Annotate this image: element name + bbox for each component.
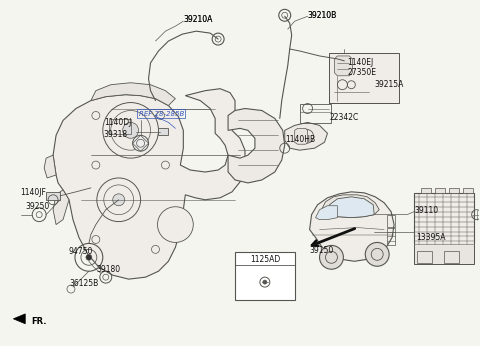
Text: 94750: 94750 xyxy=(69,247,94,256)
Polygon shape xyxy=(310,192,394,261)
Bar xyxy=(235,252,295,300)
Bar xyxy=(109,119,131,134)
Circle shape xyxy=(123,122,139,138)
Bar xyxy=(329,53,399,102)
Polygon shape xyxy=(327,197,374,218)
Bar xyxy=(387,215,395,227)
Circle shape xyxy=(103,102,158,158)
Bar xyxy=(421,188,431,193)
Text: 39210B: 39210B xyxy=(308,11,337,20)
Text: 13395A: 13395A xyxy=(416,233,445,242)
Text: 39250: 39250 xyxy=(25,202,49,211)
Circle shape xyxy=(113,194,125,206)
Polygon shape xyxy=(315,206,337,220)
Polygon shape xyxy=(414,244,474,264)
Text: 1140HB: 1140HB xyxy=(285,135,315,144)
Text: 39180: 39180 xyxy=(97,265,121,274)
Text: 39150: 39150 xyxy=(310,246,334,255)
Polygon shape xyxy=(53,190,69,225)
Text: 1140EJ: 1140EJ xyxy=(348,58,373,67)
Bar xyxy=(463,188,473,193)
Text: 39318: 39318 xyxy=(104,130,128,139)
Text: 27350E: 27350E xyxy=(348,68,376,77)
Polygon shape xyxy=(91,83,175,106)
Text: FR.: FR. xyxy=(31,317,47,326)
Text: 39210B: 39210B xyxy=(308,11,337,20)
Bar xyxy=(414,193,474,244)
Bar xyxy=(435,188,445,193)
Circle shape xyxy=(86,254,92,260)
Text: 39215A: 39215A xyxy=(374,80,404,89)
Circle shape xyxy=(132,135,148,151)
Text: 39210A: 39210A xyxy=(183,15,213,24)
Polygon shape xyxy=(322,195,379,218)
Text: 1140JF: 1140JF xyxy=(20,188,46,197)
Bar xyxy=(300,103,332,124)
Bar xyxy=(444,251,459,263)
Text: 1140DJ: 1140DJ xyxy=(104,118,131,127)
Polygon shape xyxy=(13,314,25,324)
Bar xyxy=(387,228,395,245)
Polygon shape xyxy=(53,89,245,279)
Circle shape xyxy=(97,178,141,221)
Polygon shape xyxy=(44,155,56,178)
Polygon shape xyxy=(295,128,308,144)
Circle shape xyxy=(157,207,193,243)
Text: REF 28-285B: REF 28-285B xyxy=(139,110,184,117)
Text: 39210A: 39210A xyxy=(183,15,213,24)
Polygon shape xyxy=(335,56,352,76)
Bar xyxy=(417,251,432,263)
Bar xyxy=(158,128,168,135)
Text: 36125B: 36125B xyxy=(69,279,98,288)
Text: 1125AD: 1125AD xyxy=(250,255,280,264)
Bar xyxy=(449,188,459,193)
Polygon shape xyxy=(285,122,327,150)
Circle shape xyxy=(263,280,267,284)
Bar xyxy=(46,192,60,200)
Circle shape xyxy=(365,243,389,266)
Text: 22342C: 22342C xyxy=(329,113,359,122)
Circle shape xyxy=(320,245,343,269)
Polygon shape xyxy=(228,109,285,183)
Text: 39110: 39110 xyxy=(414,206,438,215)
